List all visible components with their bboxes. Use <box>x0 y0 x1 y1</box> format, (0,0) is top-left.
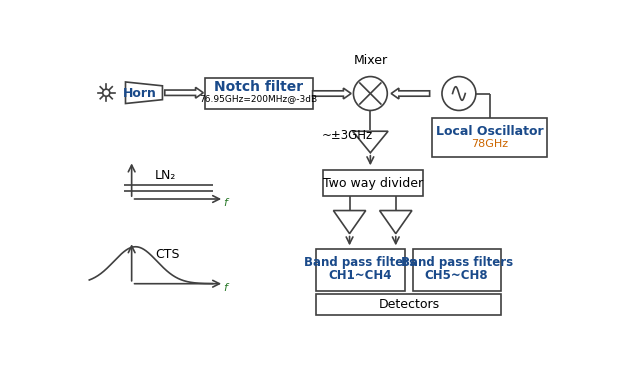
Text: Detectors: Detectors <box>378 298 440 311</box>
Bar <box>413 249 501 291</box>
Text: Two way divider: Two way divider <box>323 177 423 190</box>
Text: CH1~CH4: CH1~CH4 <box>328 269 392 282</box>
Bar <box>432 118 547 157</box>
Text: 78GHz: 78GHz <box>471 138 508 148</box>
Polygon shape <box>125 82 163 104</box>
Polygon shape <box>312 88 351 99</box>
Text: Mixer: Mixer <box>353 54 387 67</box>
Polygon shape <box>353 131 388 153</box>
Text: Local Oscillator: Local Oscillator <box>436 125 543 138</box>
Polygon shape <box>380 210 412 234</box>
Polygon shape <box>333 210 365 234</box>
Text: CH5~CH8: CH5~CH8 <box>425 269 488 282</box>
Text: Band pass filters: Band pass filters <box>304 256 417 269</box>
Text: LN₂: LN₂ <box>155 170 176 182</box>
Bar <box>316 294 501 315</box>
Text: f: f <box>223 282 228 292</box>
Text: Notch filter: Notch filter <box>214 80 303 94</box>
Text: CTS: CTS <box>155 248 179 261</box>
Text: Band pass filters: Band pass filters <box>401 256 513 269</box>
Bar <box>316 249 405 291</box>
Circle shape <box>102 89 110 96</box>
Circle shape <box>442 76 476 111</box>
Text: f: f <box>223 198 228 208</box>
Text: 76.95GHz=200MHz@-3dB: 76.95GHz=200MHz@-3dB <box>200 94 318 104</box>
Bar <box>205 78 312 109</box>
Text: Horn: Horn <box>123 87 157 100</box>
Polygon shape <box>164 87 204 98</box>
Bar <box>323 170 422 196</box>
Polygon shape <box>391 88 429 99</box>
Circle shape <box>353 76 387 111</box>
Text: ~±3GHz: ~±3GHz <box>322 129 373 142</box>
